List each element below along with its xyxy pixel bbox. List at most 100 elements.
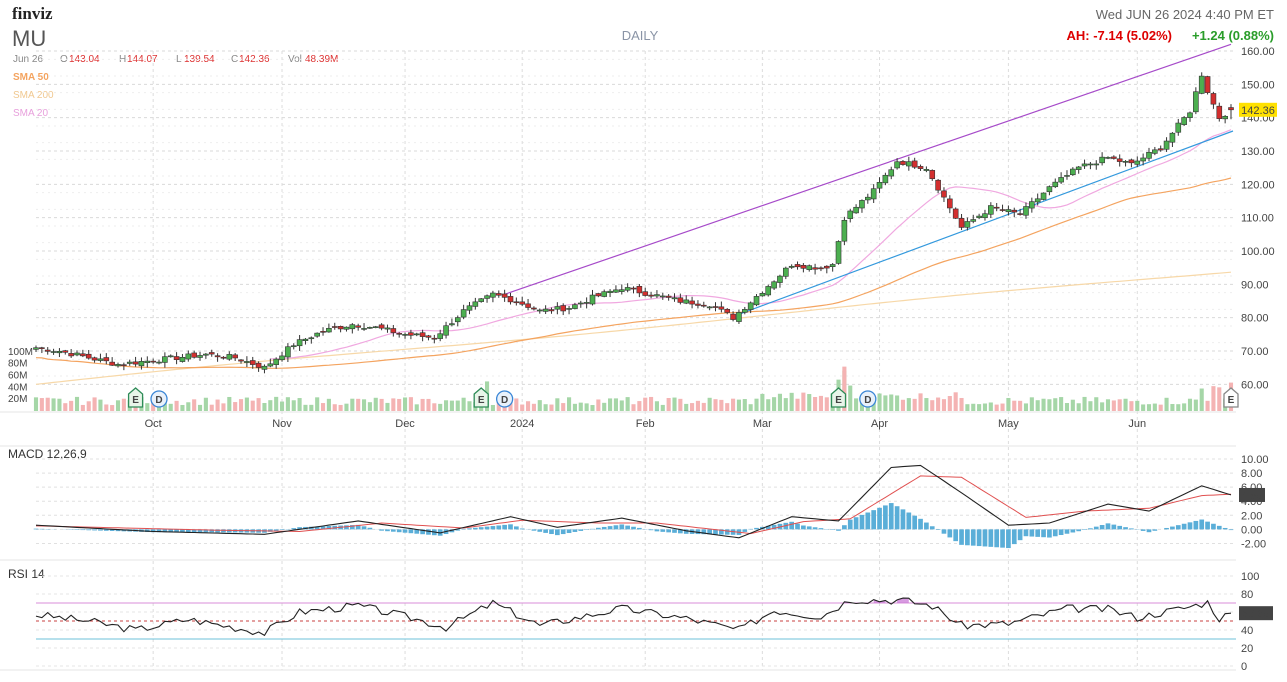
volume-bar bbox=[596, 399, 601, 411]
candle-body bbox=[1070, 168, 1076, 176]
macd-histogram-bar bbox=[1216, 525, 1222, 530]
volume-bar bbox=[69, 400, 74, 411]
legend-sma50[interactable]: SMA 50 bbox=[13, 72, 49, 83]
candle-body bbox=[326, 327, 332, 333]
volume-bar bbox=[414, 404, 419, 411]
volume-bar bbox=[209, 404, 214, 411]
candle-body bbox=[659, 295, 666, 298]
macd-histogram-bar bbox=[1181, 523, 1187, 530]
macd-panel: 10.008.006.004.002.000.00-2.004.89 bbox=[33, 454, 1269, 550]
volume-bar bbox=[285, 397, 290, 411]
candle-body bbox=[1052, 181, 1059, 188]
finviz-logo[interactable]: finviz bbox=[12, 4, 53, 23]
candle-body bbox=[1122, 161, 1129, 163]
candle-body bbox=[683, 299, 690, 304]
volume-bar bbox=[57, 398, 62, 411]
candle-body bbox=[876, 182, 883, 189]
macd-tick-label: 10.00 bbox=[1241, 454, 1269, 466]
legend-sma20[interactable]: SMA 20 bbox=[13, 108, 48, 119]
price-tick-label: 80.00 bbox=[1241, 313, 1269, 325]
legend-sma200[interactable]: SMA 200 bbox=[13, 90, 54, 101]
earnings-marker-label: E bbox=[132, 395, 139, 406]
macd-histogram-bar bbox=[361, 526, 367, 530]
volume-bar bbox=[889, 394, 894, 411]
dividend-marker-label: D bbox=[155, 395, 162, 406]
macd-histogram-bar bbox=[566, 529, 572, 534]
candle-body bbox=[179, 356, 186, 362]
candle-body bbox=[460, 309, 467, 318]
macd-histogram-bar bbox=[1205, 521, 1210, 530]
volume-bar bbox=[971, 403, 976, 411]
macd-histogram-bar bbox=[39, 528, 45, 530]
macd-histogram-bar bbox=[297, 527, 302, 530]
candle-body bbox=[1163, 140, 1170, 150]
candle-body bbox=[367, 327, 373, 329]
volume-bar bbox=[227, 396, 232, 411]
candle-body bbox=[314, 332, 320, 337]
volume-bar bbox=[479, 404, 484, 411]
volume-bar bbox=[51, 398, 56, 411]
macd-signal-line bbox=[35, 475, 1232, 535]
candle-body bbox=[513, 301, 520, 304]
candle-body bbox=[865, 196, 871, 201]
candle-body bbox=[185, 353, 192, 360]
candle-body bbox=[812, 267, 818, 270]
macd-histogram-bar bbox=[478, 527, 484, 530]
volume-bar bbox=[1105, 399, 1111, 411]
earnings-marker-label: E bbox=[478, 395, 485, 406]
volume-bar bbox=[801, 392, 806, 411]
macd-histogram-bar bbox=[344, 525, 349, 530]
volume-bar bbox=[455, 400, 460, 411]
macd-histogram-bar bbox=[947, 529, 953, 538]
volume-bar bbox=[1012, 400, 1017, 411]
volume-bar bbox=[174, 400, 179, 411]
macd-histogram-bar bbox=[1222, 527, 1228, 530]
candle-body bbox=[952, 208, 959, 219]
volume-bar bbox=[98, 399, 103, 411]
after-hours-change: AH: -7.14 (5.02%) bbox=[1067, 28, 1172, 43]
volume-bar bbox=[608, 398, 613, 411]
timeframe-label[interactable]: DAILY bbox=[622, 28, 659, 43]
macd-histogram-bar bbox=[578, 529, 584, 531]
macd-histogram-bar bbox=[637, 527, 642, 530]
candle-body bbox=[829, 264, 836, 267]
candle-body bbox=[853, 206, 859, 214]
month-tick-label: Apr bbox=[871, 418, 888, 430]
volume-bar bbox=[1211, 386, 1216, 411]
macd-histogram-bar bbox=[900, 509, 906, 530]
macd-histogram-bar bbox=[836, 529, 841, 531]
earnings-marker bbox=[830, 387, 847, 408]
volume-bar bbox=[567, 397, 572, 411]
candle-body bbox=[138, 361, 145, 367]
macd-histogram-bar bbox=[420, 529, 425, 535]
candle-body bbox=[290, 345, 297, 348]
volume-bar bbox=[1029, 397, 1034, 411]
candle-body bbox=[906, 161, 912, 167]
volume-bar bbox=[965, 404, 970, 411]
volume-bar bbox=[842, 366, 847, 411]
volume-bar bbox=[244, 397, 249, 411]
candle-body bbox=[1093, 163, 1100, 166]
candle-body bbox=[1111, 156, 1117, 159]
volume-bar bbox=[309, 404, 314, 411]
macd-histogram-bar bbox=[1093, 526, 1099, 530]
candle-body bbox=[736, 312, 742, 322]
price-tick-label: 120.00 bbox=[1241, 179, 1275, 191]
macd-histogram-bar bbox=[1170, 526, 1175, 530]
volume-bar bbox=[432, 403, 437, 411]
volume-bar bbox=[1076, 403, 1081, 411]
macd-histogram-bar bbox=[871, 510, 877, 530]
candle-body bbox=[490, 292, 496, 298]
candle-body bbox=[437, 333, 443, 339]
volume-bar bbox=[338, 404, 343, 411]
candle-body bbox=[203, 353, 209, 356]
macd-histogram-bar bbox=[801, 525, 806, 530]
ohlc-low-label: L bbox=[176, 54, 182, 65]
candle-body bbox=[777, 275, 783, 283]
candle-body bbox=[900, 161, 906, 165]
candle-body bbox=[191, 352, 197, 358]
volume-bar bbox=[947, 396, 952, 411]
volume-bar bbox=[924, 398, 929, 411]
candle-body bbox=[911, 160, 918, 168]
macd-histogram-bar bbox=[560, 529, 566, 535]
